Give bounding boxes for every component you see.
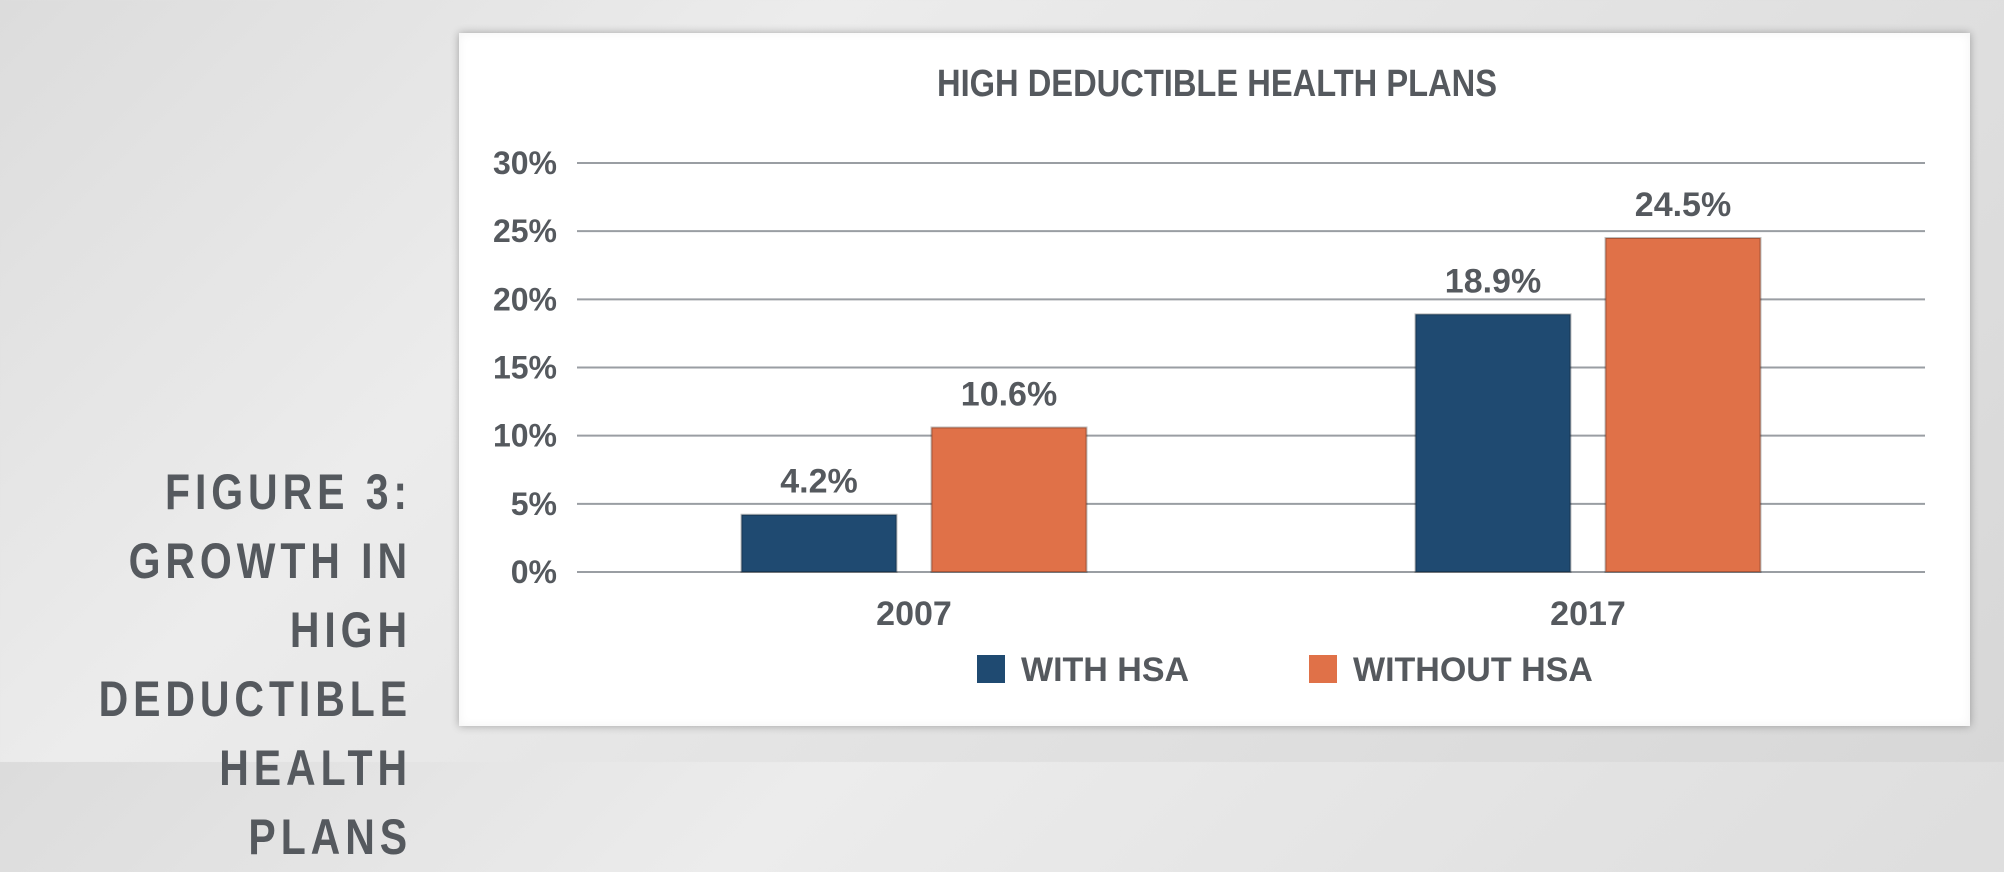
y-tick-label: 0% <box>511 554 557 590</box>
x-tick-label: 2007 <box>876 595 952 633</box>
legend: WITH HSA WITHOUT HSA <box>977 651 1593 689</box>
y-tick-label: 25% <box>493 213 557 249</box>
bar-chart: HIGH DEDUCTIBLE HEALTH PLANS 4.2% 10.6% 18… <box>493 63 1925 689</box>
figure-caption: FIGURE 3: GROWTH IN HIGH DEDUCTIBLE HEAL… <box>74 458 412 872</box>
data-label: 10.6% <box>961 375 1057 413</box>
legend-swatch <box>977 655 1005 683</box>
data-label: 18.9% <box>1445 262 1541 300</box>
y-tick-label: 20% <box>493 281 557 317</box>
y-tick-label: 30% <box>493 145 557 181</box>
bar-with-hsa <box>1414 313 1572 573</box>
chart-card: HIGH DEDUCTIBLE HEALTH PLANS 4.2% 10.6% 18… <box>459 33 1970 726</box>
y-tick-label: 5% <box>511 486 557 522</box>
y-axis: 0% 5% 10% 15% 20% 25% 30% <box>493 145 557 590</box>
figure-caption-line: FIGURE 3: <box>164 464 412 520</box>
x-axis: 2007 2017 <box>876 595 1626 633</box>
bar-with-hsa <box>740 513 898 573</box>
figure-caption-line: DEDUCTIBLE <box>98 671 412 727</box>
chart-title: HIGH DEDUCTIBLE HEALTH PLANS <box>937 63 1497 105</box>
figure-caption-line: GROWTH IN HIGH <box>128 533 412 658</box>
bar-without-hsa <box>930 426 1088 573</box>
legend-label: WITHOUT HSA <box>1353 651 1593 689</box>
bars <box>740 236 1762 573</box>
legend-swatch <box>1309 655 1337 683</box>
figure-caption-line: HEALTH PLANS <box>219 740 412 865</box>
data-labels: 4.2% 10.6% 18.9% 24.5% <box>780 186 1731 501</box>
gridlines <box>577 162 1925 573</box>
x-tick-label: 2017 <box>1550 595 1626 633</box>
y-tick-label: 10% <box>493 418 557 454</box>
y-tick-label: 15% <box>493 350 557 386</box>
legend-label: WITH HSA <box>1021 651 1189 689</box>
data-label: 24.5% <box>1635 186 1731 224</box>
bar-without-hsa <box>1604 236 1762 573</box>
data-label: 4.2% <box>780 463 858 501</box>
